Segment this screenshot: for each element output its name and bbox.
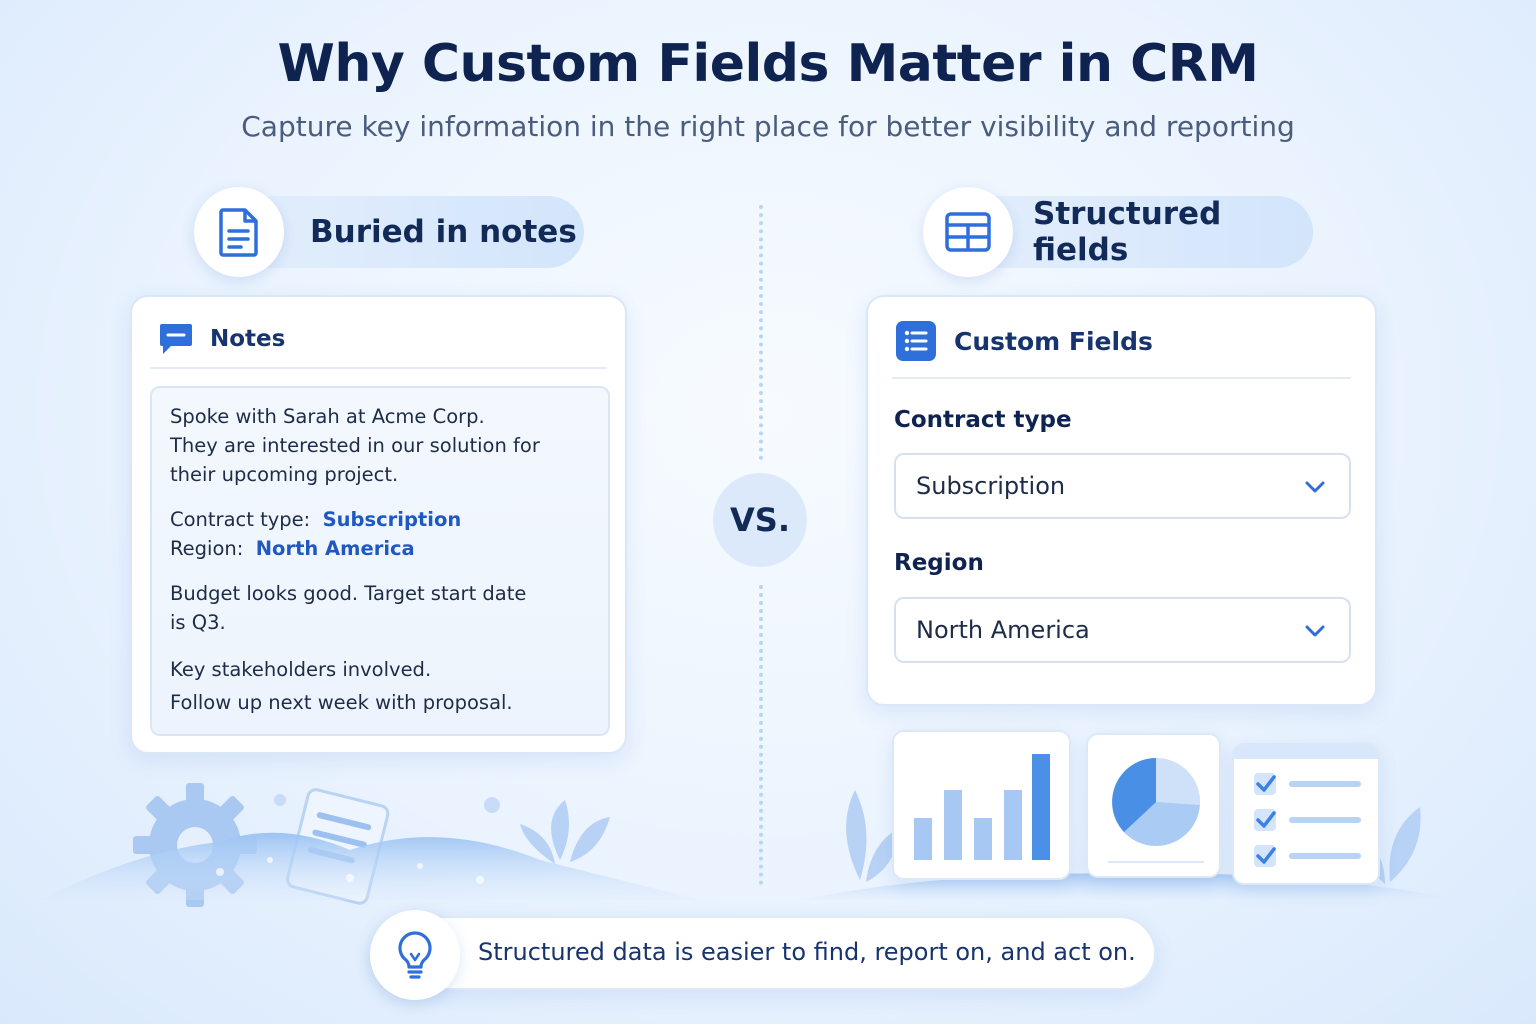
notes-card: Notes Spoke with Sarah at Acme Corp. The… <box>130 295 627 754</box>
section-pill-structured-fields: Structured fields <box>923 187 1313 277</box>
notes-header: Notes <box>158 321 285 357</box>
callout-text: Structured data is easier to find, repor… <box>478 938 1136 966</box>
divider <box>150 367 607 369</box>
contract-type-select[interactable]: Subscription <box>894 453 1351 519</box>
custom-fields-title: Custom Fields <box>954 326 1153 356</box>
bar-chart-thumbnail <box>892 730 1071 880</box>
buried-notes-illustration <box>40 783 700 907</box>
contract-type-label: Contract type <box>894 407 1072 433</box>
dotted-divider <box>759 585 763 885</box>
section-label-left: Buried in notes <box>310 214 577 250</box>
takeaway-callout: Structured data is easier to find, repor… <box>370 910 1156 1000</box>
notes-paragraph: Spoke with Sarah at Acme Corp. They are … <box>170 405 540 486</box>
table-icon <box>923 187 1013 277</box>
region-value: North America <box>916 616 1090 644</box>
notes-paragraph: Key stakeholders involved. Follow up nex… <box>170 658 513 714</box>
region-value-highlight: North America <box>255 537 415 560</box>
page-title: Why Custom Fields Matter in CRM <box>277 34 1259 94</box>
chevron-down-icon <box>1305 625 1325 637</box>
contract-value-highlight: Subscription <box>322 508 462 531</box>
section-label-right: Structured fields <box>1033 196 1222 268</box>
custom-fields-card: Custom Fields Contract type Subscription… <box>866 295 1377 706</box>
contract-type-value: Subscription <box>916 472 1066 500</box>
bar-chart-icon <box>914 754 1050 860</box>
notes-title: Notes <box>210 326 286 352</box>
notes-paragraph: Contract type: Subscription Region: Nort… <box>170 508 462 560</box>
notes-text-area[interactable]: Spoke with Sarah at Acme Corp. They are … <box>150 386 610 736</box>
checklist-icon <box>1254 773 1361 867</box>
page-subtitle: Capture key information in the right pla… <box>241 110 1295 143</box>
chevron-down-icon <box>1305 481 1325 493</box>
notes-paragraph: Budget looks good. Target start date is … <box>170 582 527 634</box>
chat-bubble-icon <box>160 324 192 354</box>
list-icon <box>896 321 936 361</box>
custom-fields-header: Custom Fields <box>896 321 1153 361</box>
document-icon <box>194 187 284 277</box>
section-pill-buried-in-notes: Buried in notes <box>194 187 584 277</box>
pie-chart-thumbnail <box>1086 733 1221 878</box>
leaf-icon <box>520 800 610 864</box>
pie-chart-icon <box>1108 757 1204 863</box>
divider <box>892 377 1351 379</box>
region-label: Region <box>894 550 984 576</box>
checklist-header <box>1234 745 1378 759</box>
checklist-thumbnail <box>1232 743 1380 885</box>
dotted-divider <box>759 205 763 460</box>
region-select[interactable]: North America <box>894 597 1351 663</box>
vs-badge: VS. <box>713 473 807 567</box>
lightbulb-icon <box>370 910 460 1000</box>
